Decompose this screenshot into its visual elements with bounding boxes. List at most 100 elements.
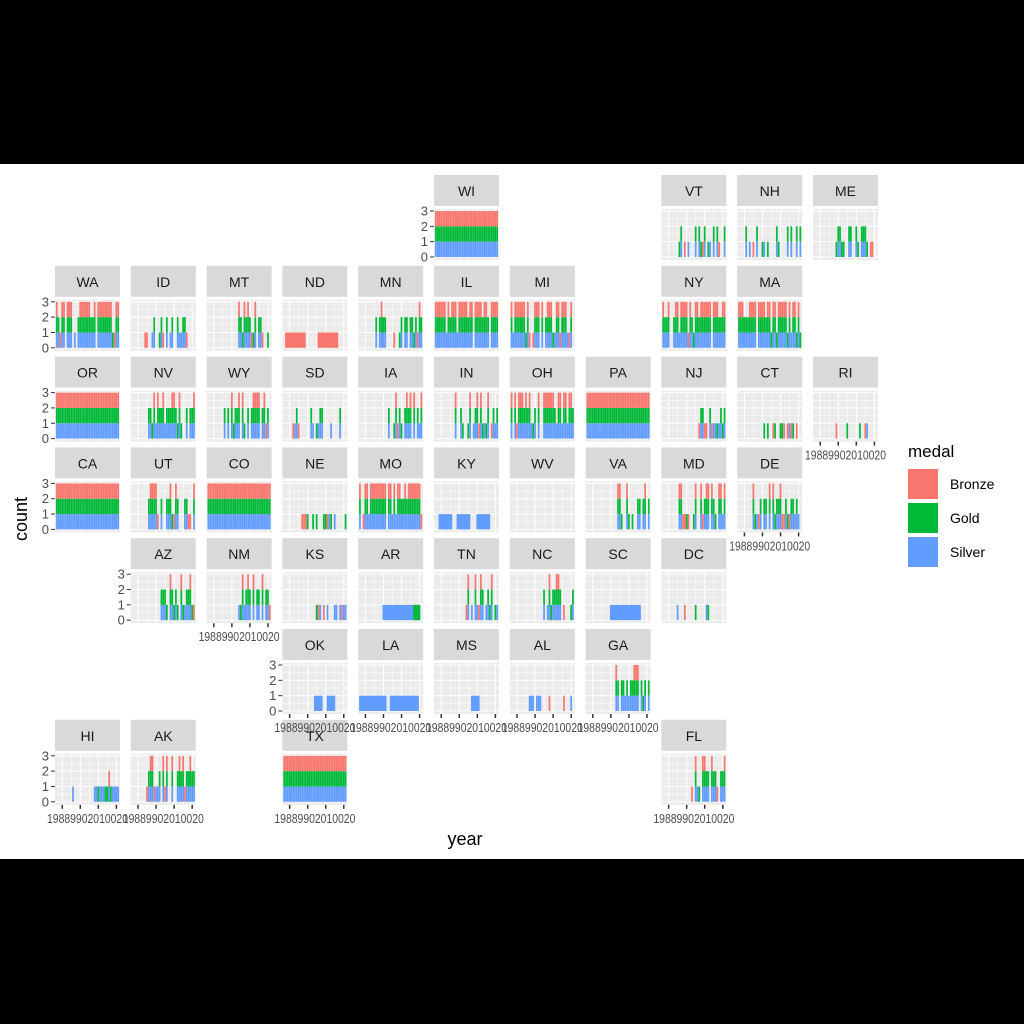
bar-silver: [541, 332, 544, 348]
bar-gold: [178, 771, 181, 787]
bar-bronze: [523, 301, 526, 318]
bar-silver: [635, 423, 637, 439]
bar-silver: [471, 695, 480, 711]
bar-gold: [721, 423, 724, 439]
bar-silver: [748, 332, 751, 348]
bar-silver: [617, 423, 619, 439]
bar-bronze: [104, 483, 107, 499]
bar-bronze: [411, 483, 414, 499]
bar-bronze: [783, 514, 785, 530]
bar-silver: [463, 332, 466, 348]
bar-gold: [169, 498, 172, 515]
facet-tx: TX: [282, 719, 348, 805]
bar-bronze: [117, 483, 120, 499]
bar-silver: [369, 514, 372, 530]
bar-silver: [220, 514, 222, 530]
bar-bronze: [458, 301, 461, 318]
bar-bronze: [415, 483, 417, 499]
bar-silver: [702, 423, 704, 439]
facet-strip: [661, 719, 727, 751]
bar-silver: [256, 604, 258, 621]
bar-silver: [151, 514, 154, 530]
bar-bronze: [184, 786, 186, 802]
bar-silver: [716, 332, 719, 348]
bar-gold: [160, 498, 163, 515]
bar-gold: [339, 407, 341, 424]
bar-bronze: [93, 392, 96, 408]
bar-silver: [772, 514, 775, 530]
facet-va: VA: [585, 447, 651, 533]
bar-gold: [243, 498, 246, 515]
bar-silver: [153, 332, 156, 348]
bar-silver: [512, 332, 515, 348]
bar-gold: [211, 498, 213, 515]
bar-gold: [555, 317, 558, 333]
bar-silver: [597, 423, 600, 439]
facet-mi: MI: [509, 265, 575, 351]
bar-gold: [151, 423, 154, 439]
bar-gold: [765, 498, 767, 515]
bar-silver: [528, 423, 531, 439]
bar-silver: [436, 241, 439, 257]
bar-silver: [646, 423, 648, 439]
facet-strip-label: WV: [531, 455, 554, 471]
bar-bronze: [633, 392, 636, 408]
facet-strip-label: WA: [76, 274, 99, 290]
bar-bronze: [452, 301, 455, 318]
bar-silver: [92, 423, 94, 439]
bar-gold: [694, 771, 697, 787]
bar-gold: [451, 226, 453, 242]
bar-silver: [850, 241, 852, 257]
bar-gold: [528, 407, 531, 424]
bar-silver: [187, 786, 190, 802]
bar-bronze: [759, 301, 762, 318]
bar-bronze: [514, 301, 517, 318]
bar-bronze: [492, 211, 495, 227]
bar-gold: [696, 317, 699, 333]
bar-bronze: [337, 755, 340, 772]
bar-bronze: [528, 332, 531, 348]
bar-silver: [494, 241, 497, 257]
bar-gold: [153, 498, 156, 515]
facet-strip: [55, 265, 120, 297]
bar-silver: [59, 514, 62, 530]
bar-silver: [149, 423, 152, 439]
facet-strip-label: CA: [78, 455, 98, 471]
facet-strip: [661, 538, 727, 570]
facet-panel: [358, 390, 424, 442]
bar-silver: [308, 786, 311, 802]
bar-silver: [629, 423, 632, 439]
bar-gold: [303, 771, 305, 787]
bar-gold: [494, 604, 497, 621]
bar-gold: [694, 317, 697, 333]
bar-gold: [267, 407, 269, 424]
bar-silver: [256, 514, 258, 530]
bar-silver: [792, 332, 794, 348]
bar-silver: [516, 332, 518, 348]
bar-bronze: [537, 392, 540, 408]
bar-bronze: [779, 301, 782, 318]
bar-gold: [263, 407, 266, 424]
bar-bronze: [73, 392, 76, 408]
bar-gold: [171, 589, 174, 605]
facet-strip-label: SD: [305, 365, 324, 381]
bar-gold: [104, 498, 107, 515]
bar-bronze: [519, 392, 522, 408]
facet-nd: ND: [282, 265, 348, 351]
bar-gold: [438, 226, 441, 242]
bar-silver: [221, 514, 224, 530]
bar-silver: [711, 786, 713, 802]
bar-bronze: [406, 392, 408, 408]
bar-gold: [786, 226, 789, 242]
bar-bronze: [389, 483, 392, 499]
bar-silver: [702, 332, 704, 348]
bar-gold: [223, 498, 226, 515]
facet-strip: [813, 356, 878, 388]
bar-silver: [377, 514, 379, 530]
bar-silver: [510, 423, 513, 439]
bar-gold: [546, 317, 549, 333]
bar-bronze: [247, 483, 249, 499]
bar-bronze: [714, 301, 717, 318]
bar-gold: [620, 514, 623, 530]
bar-gold: [510, 407, 513, 424]
